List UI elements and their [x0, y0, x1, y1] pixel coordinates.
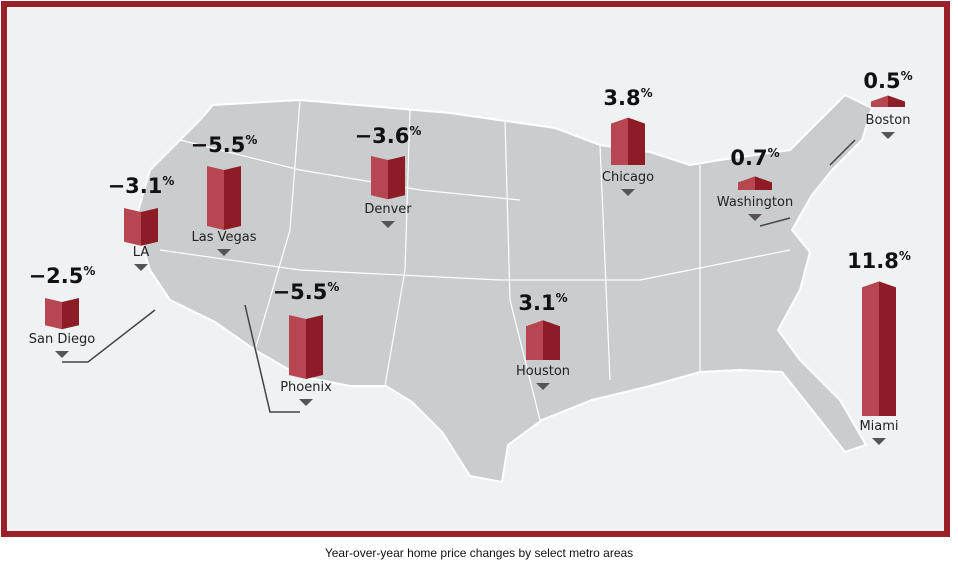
city-label: Denver [364, 202, 412, 217]
pointer [381, 221, 395, 228]
city-label: Houston [516, 364, 570, 379]
value-text: −2.5 [29, 264, 84, 288]
value-text: 3.1 [518, 291, 555, 315]
bar-left [862, 281, 879, 416]
value-label: 0.5% [863, 69, 912, 93]
bar [45, 298, 79, 330]
leader-lines [62, 139, 856, 413]
pointer [872, 438, 886, 445]
value-text: 3.8 [603, 86, 640, 110]
city-label: Las Vegas [192, 230, 257, 245]
pointer [748, 214, 762, 221]
pointer [299, 399, 313, 406]
bar-left [526, 320, 543, 360]
bar [124, 208, 158, 246]
pointer [621, 189, 635, 196]
bar-left [289, 315, 306, 379]
unit: % [409, 124, 421, 138]
bar-left [738, 176, 755, 190]
value-label: 11.8% [847, 249, 911, 273]
unit: % [768, 146, 780, 160]
city-label: Phoenix [280, 380, 332, 395]
bar [871, 95, 905, 107]
bar [371, 156, 405, 200]
bar-left [871, 95, 888, 107]
unit: % [83, 264, 95, 278]
pointer [217, 249, 231, 256]
bar-right [141, 208, 158, 246]
bar-right [879, 281, 896, 416]
value-label: −3.6% [355, 124, 422, 148]
us-map [133, 93, 874, 484]
unit: % [162, 174, 174, 188]
city-label: Washington [717, 195, 793, 210]
unit: % [245, 133, 257, 147]
value-label: −3.1% [108, 174, 175, 198]
bar-right [543, 320, 560, 360]
value-text: −5.5 [273, 280, 328, 304]
bar [526, 320, 560, 360]
value-text: −3.6 [355, 124, 410, 148]
caption: Year-over-year home price changes by sel… [325, 546, 633, 560]
bar [738, 176, 772, 190]
value-label: 0.7% [730, 146, 779, 170]
bar [289, 315, 323, 379]
bar-right [224, 166, 241, 230]
city-label: Boston [866, 113, 911, 128]
state-lines [159, 99, 791, 421]
value-label: 3.1% [518, 291, 567, 315]
bar-left [207, 166, 224, 230]
value-label: −5.5% [191, 133, 258, 157]
bar-left [45, 298, 62, 330]
value-text: −3.1 [108, 174, 163, 198]
bar-left [611, 117, 628, 165]
value-label: −5.5% [273, 280, 340, 304]
bar-right [306, 315, 323, 379]
value-text: −5.5 [191, 133, 246, 157]
pointer [134, 264, 148, 271]
bar-right [388, 156, 405, 200]
bar-left [371, 156, 388, 200]
pointer [536, 383, 550, 390]
city-label: Miami [859, 419, 898, 434]
unit: % [901, 69, 913, 83]
value-text: 0.5 [863, 69, 900, 93]
city-label: LA [133, 245, 150, 260]
bar-left [124, 208, 141, 246]
bar-right [628, 117, 645, 165]
value-label: −2.5% [29, 264, 96, 288]
bar-right [888, 95, 905, 107]
value-label: 3.8% [603, 86, 652, 110]
unit: % [556, 291, 568, 305]
bar-right [62, 298, 79, 330]
pointer [881, 132, 895, 139]
unit: % [641, 86, 653, 100]
pointer [55, 351, 69, 358]
unit: % [327, 280, 339, 294]
bar [862, 281, 896, 416]
value-text: 0.7 [730, 146, 767, 170]
unit: % [899, 249, 911, 263]
value-text: 11.8 [847, 249, 899, 273]
bar-right [755, 176, 772, 190]
city-label: Chicago [602, 170, 654, 185]
bar [207, 166, 241, 230]
bar [611, 117, 645, 165]
city-label: San Diego [29, 332, 95, 347]
